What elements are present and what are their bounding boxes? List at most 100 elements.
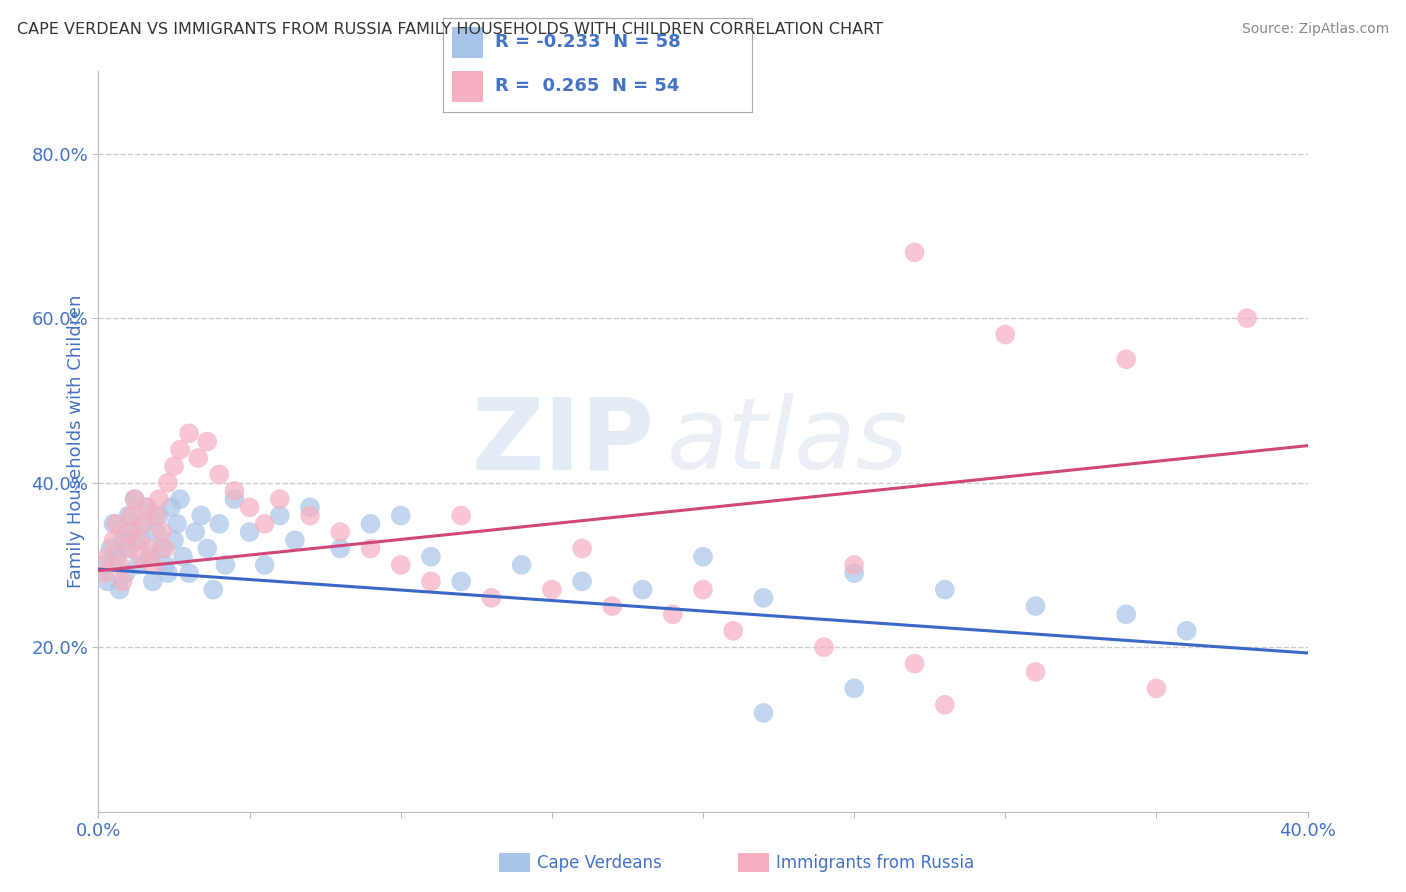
Point: [481, 591, 503, 605]
Point: [132, 516, 155, 531]
Point: [450, 508, 472, 523]
Point: [195, 541, 218, 556]
Point: [329, 524, 352, 539]
Point: [160, 500, 183, 515]
Point: [420, 549, 443, 564]
Text: CAPE VERDEAN VS IMMIGRANTS FROM RUSSIA FAMILY HOUSEHOLDS WITH CHILDREN CORRELATI: CAPE VERDEAN VS IMMIGRANTS FROM RUSSIA F…: [17, 22, 883, 37]
Point: [142, 558, 165, 572]
Point: [139, 549, 162, 564]
Point: [179, 426, 201, 441]
Point: [360, 541, 382, 556]
Text: Source: ZipAtlas.com: Source: ZipAtlas.com: [1241, 22, 1389, 37]
Point: [844, 558, 866, 572]
Point: [172, 549, 194, 564]
Point: [208, 467, 231, 482]
Text: atlas: atlas: [666, 393, 908, 490]
Point: [118, 508, 141, 523]
Point: [661, 607, 683, 622]
Point: [934, 582, 956, 597]
Point: [96, 574, 118, 589]
Point: [108, 558, 131, 572]
FancyBboxPatch shape: [453, 71, 484, 103]
Point: [163, 533, 186, 548]
Point: [752, 706, 775, 720]
Point: [844, 681, 866, 696]
Point: [163, 459, 186, 474]
Point: [389, 508, 412, 523]
Point: [692, 549, 714, 564]
Point: [184, 524, 207, 539]
Point: [208, 516, 231, 531]
Point: [602, 599, 624, 613]
Point: [1144, 681, 1167, 696]
Point: [169, 442, 191, 457]
Point: [148, 492, 170, 507]
Text: R =  0.265  N = 54: R = 0.265 N = 54: [495, 78, 681, 95]
Point: [360, 516, 382, 531]
Point: [752, 591, 775, 605]
Point: [156, 566, 179, 581]
Point: [329, 541, 352, 556]
Point: [108, 582, 131, 597]
Point: [96, 549, 118, 564]
Point: [239, 524, 262, 539]
Point: [114, 566, 136, 581]
Point: [389, 558, 412, 572]
Point: [723, 624, 745, 638]
Point: [540, 582, 562, 597]
Point: [269, 508, 291, 523]
Text: Immigrants from Russia: Immigrants from Russia: [776, 854, 974, 871]
Text: Cape Verdeans: Cape Verdeans: [537, 854, 662, 871]
Point: [105, 516, 128, 531]
Point: [129, 533, 152, 548]
Point: [187, 450, 209, 465]
Point: [103, 533, 125, 548]
Point: [224, 483, 246, 498]
Point: [224, 492, 246, 507]
Point: [253, 516, 276, 531]
Point: [150, 541, 173, 556]
Point: [299, 508, 322, 523]
Point: [202, 582, 225, 597]
Point: [166, 516, 188, 531]
Point: [124, 492, 146, 507]
Point: [1024, 599, 1046, 613]
Point: [118, 524, 141, 539]
Point: [844, 566, 866, 581]
Point: [93, 558, 115, 572]
Point: [127, 558, 149, 572]
Point: [150, 524, 173, 539]
Point: [284, 533, 307, 548]
Point: [571, 574, 593, 589]
Point: [139, 541, 162, 556]
Point: [105, 549, 128, 564]
Point: [239, 500, 262, 515]
FancyBboxPatch shape: [453, 28, 484, 58]
Point: [934, 698, 956, 712]
Text: ZIP: ZIP: [472, 393, 655, 490]
Point: [1236, 311, 1258, 326]
Point: [420, 574, 443, 589]
Point: [148, 508, 170, 523]
Point: [121, 524, 143, 539]
Point: [129, 549, 152, 564]
Point: [904, 657, 927, 671]
Point: [1115, 607, 1137, 622]
Point: [111, 574, 134, 589]
Point: [214, 558, 236, 572]
Point: [994, 327, 1017, 342]
Point: [145, 508, 167, 523]
Point: [124, 492, 146, 507]
Point: [1115, 352, 1137, 367]
Point: [169, 492, 191, 507]
Point: [118, 541, 141, 556]
Point: [132, 516, 155, 531]
Point: [153, 541, 176, 556]
Point: [127, 533, 149, 548]
Point: [1024, 665, 1046, 679]
Point: [179, 566, 201, 581]
Point: [121, 508, 143, 523]
Point: [93, 566, 115, 581]
Point: [145, 524, 167, 539]
Point: [153, 558, 176, 572]
